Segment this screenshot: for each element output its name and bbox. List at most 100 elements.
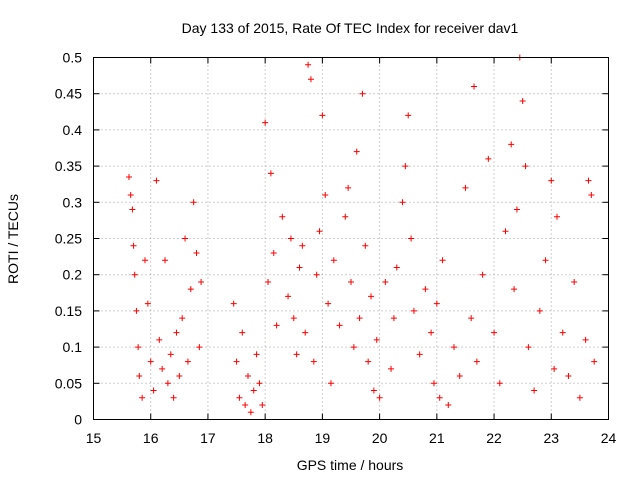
data-point bbox=[451, 344, 457, 351]
data-point bbox=[262, 119, 269, 126]
data-point bbox=[285, 293, 292, 300]
data-point bbox=[156, 336, 163, 343]
x-tick-label: 24 bbox=[601, 430, 617, 446]
data-point bbox=[245, 373, 251, 380]
y-tick-label: 0.3 bbox=[63, 194, 83, 210]
data-point bbox=[542, 257, 549, 264]
data-point bbox=[173, 329, 180, 336]
data-point bbox=[370, 387, 377, 394]
y-tick-label: 0.45 bbox=[55, 86, 82, 102]
data-point bbox=[302, 329, 309, 336]
data-point bbox=[130, 242, 137, 249]
data-point bbox=[239, 329, 246, 336]
data-point bbox=[525, 344, 532, 351]
data-point bbox=[439, 257, 446, 264]
y-tick-label: 0 bbox=[74, 412, 82, 428]
data-point bbox=[170, 394, 177, 401]
data-point bbox=[247, 409, 254, 416]
data-points bbox=[125, 54, 598, 416]
data-point bbox=[554, 213, 560, 220]
data-point bbox=[571, 278, 578, 285]
data-point bbox=[430, 380, 437, 387]
data-point bbox=[473, 358, 480, 365]
data-point bbox=[428, 329, 435, 336]
data-point bbox=[287, 235, 294, 242]
data-point bbox=[299, 242, 306, 249]
data-point bbox=[179, 315, 186, 322]
y-tick-label: 0.15 bbox=[55, 303, 82, 319]
x-tick-label: 19 bbox=[315, 430, 331, 446]
data-point bbox=[279, 213, 286, 220]
data-point bbox=[150, 387, 157, 394]
data-point bbox=[502, 228, 509, 235]
data-point bbox=[125, 173, 132, 180]
data-point bbox=[293, 351, 300, 358]
data-point bbox=[273, 322, 280, 329]
data-point bbox=[159, 365, 166, 372]
data-point bbox=[402, 163, 409, 170]
data-point bbox=[256, 380, 263, 387]
data-point bbox=[127, 192, 134, 199]
data-point bbox=[290, 315, 297, 322]
data-point bbox=[591, 358, 598, 365]
data-point bbox=[393, 264, 400, 271]
data-point bbox=[129, 206, 136, 213]
data-point bbox=[182, 235, 189, 242]
data-point bbox=[144, 300, 151, 307]
y-tick-label: 0.25 bbox=[55, 231, 82, 247]
y-tick-label: 0.5 bbox=[63, 50, 83, 66]
data-point bbox=[485, 155, 492, 162]
data-point bbox=[136, 373, 143, 380]
data-point bbox=[131, 271, 138, 278]
data-point bbox=[559, 329, 566, 336]
data-point bbox=[142, 257, 148, 264]
data-point bbox=[267, 170, 274, 177]
data-point bbox=[585, 177, 592, 184]
data-point bbox=[496, 380, 503, 387]
x-tick-label: 22 bbox=[486, 430, 502, 446]
x-tick-label: 16 bbox=[143, 430, 159, 446]
data-point bbox=[270, 249, 277, 256]
data-point bbox=[305, 61, 312, 68]
data-point bbox=[422, 286, 429, 293]
data-point bbox=[230, 300, 237, 307]
data-point bbox=[445, 402, 452, 409]
data-point bbox=[345, 184, 352, 191]
data-point bbox=[196, 344, 203, 351]
data-point bbox=[416, 351, 423, 358]
data-point bbox=[405, 112, 412, 119]
plot-frame bbox=[93, 57, 609, 420]
data-point bbox=[382, 278, 389, 285]
x-tick-label: 23 bbox=[543, 430, 559, 446]
data-point bbox=[536, 307, 543, 314]
x-tick-label: 18 bbox=[257, 430, 273, 446]
data-point bbox=[296, 264, 303, 271]
data-point bbox=[565, 373, 572, 380]
data-point bbox=[548, 177, 555, 184]
x-tick-label: 20 bbox=[372, 430, 388, 446]
data-point bbox=[588, 192, 595, 199]
data-point bbox=[330, 257, 337, 264]
data-point bbox=[187, 286, 194, 293]
data-point bbox=[325, 300, 332, 307]
y-tick-label: 0.05 bbox=[55, 375, 82, 391]
data-point bbox=[250, 387, 257, 394]
data-point bbox=[242, 402, 249, 409]
chart-title: Day 133 of 2015, Rate Of TEC Index for r… bbox=[182, 20, 519, 36]
y-axis-label: ROTI / TECUs bbox=[5, 194, 21, 284]
y-axis-ticks: 0 0.05 0.1 0.15 0.2 0.25 0.3 0.35 0.4 0.45 0.5 bbox=[55, 50, 609, 428]
data-point bbox=[190, 199, 197, 206]
data-point bbox=[388, 365, 395, 372]
data-point bbox=[408, 235, 415, 242]
data-point bbox=[184, 358, 191, 365]
data-point bbox=[433, 300, 440, 307]
data-point bbox=[139, 394, 146, 401]
x-axis-label: GPS time / hours bbox=[297, 457, 404, 473]
data-point bbox=[399, 199, 406, 206]
data-point bbox=[310, 358, 317, 365]
data-point bbox=[576, 394, 583, 401]
data-point bbox=[193, 249, 200, 256]
data-point bbox=[162, 257, 169, 264]
data-point bbox=[322, 192, 329, 199]
data-point bbox=[479, 271, 486, 278]
